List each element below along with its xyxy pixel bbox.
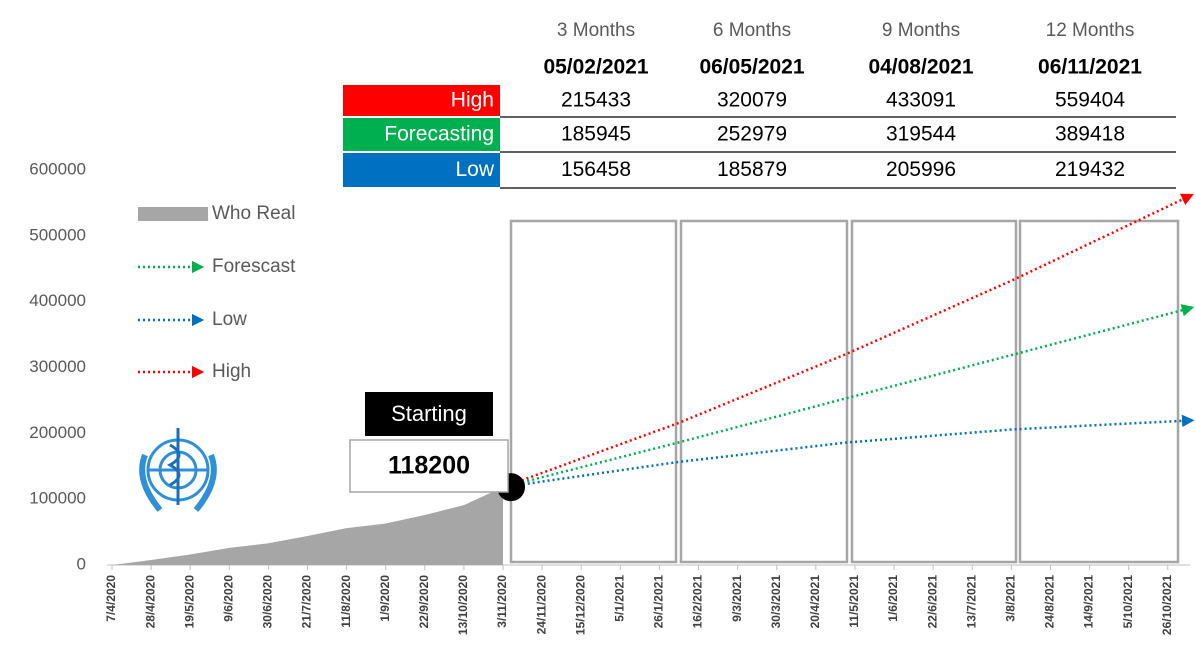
y-tick-label: 300000 [29,357,86,376]
table-cell: 219432 [1055,158,1125,181]
table-cell: 433091 [886,89,956,112]
legend-label: High [212,361,251,382]
who-logo [139,428,217,512]
legend-label: Who Real [212,203,295,224]
x-tick-label: 1/9/2020 [378,575,392,622]
table: 3 Months 05/02/2021 6 Months 06/05/2021 9 Mo… [343,20,1176,189]
x-tick-label: 24/11/2020 [534,575,548,635]
x-tick-label: 30/6/2020 [261,575,275,629]
legend-label: Forescast [212,256,296,277]
row-label-cell [343,153,500,187]
table-cell: 156458 [561,158,631,181]
x-tick-label: 9/6/2020 [221,575,235,622]
line [502,193,1194,489]
row-label-cell [343,118,500,151]
x-tick-label: 13/10/2020 [456,575,470,635]
table-cell: 319544 [886,123,956,146]
y-tick-label: 100000 [29,489,86,508]
legend-swatch [138,207,208,221]
x-tick-label: 9/3/2021 [730,575,744,622]
y-tick-label: 200000 [29,423,86,442]
table-cell: 215433 [561,89,631,112]
x-tick-label: 24/8/2021 [1043,575,1057,629]
x-tick-label: 7/4/2020 [104,575,118,622]
start-label: Starting [391,401,467,426]
x-tick-label: 22/9/2020 [417,575,431,629]
start-label-box [365,392,493,436]
period-label: 3 Months [557,20,635,41]
row-label: Low [455,158,494,181]
line [502,304,1195,489]
x-tick-label: 5/1/2021 [612,575,626,622]
table-cell: 559404 [1055,89,1125,112]
table-cell: 252979 [717,123,787,146]
y-tick-label: 400000 [29,291,86,310]
start-value: 118200 [388,452,470,480]
period-box [509,219,678,564]
x-tick-label: 11/8/2020 [339,575,353,628]
x-tick-label: 5/10/2021 [1121,575,1135,629]
area [112,487,504,565]
x-tick-label: 26/10/2021 [1160,575,1174,635]
y-tick-label: 0 [77,554,86,573]
line [502,414,1195,489]
x-tick-label: 11/5/2021 [847,575,861,628]
plot: 0 100000 200000 300000 400000 500000 600000 7/4… [29,159,1195,635]
x-tick-label: 16/2/2021 [691,575,705,629]
y-tick-label: 600000 [29,159,86,178]
period-label: 9 Months [882,20,960,41]
row-label: Forecasting [384,123,494,146]
table-cell: 320079 [717,89,787,112]
period-box [1018,219,1180,564]
legend-label: Low [212,309,247,330]
x-tick-label: 22/6/2021 [925,575,939,629]
period-date: 06/05/2021 [699,56,804,79]
table-cell: 185879 [717,158,787,181]
x-tick-label: 19/5/2020 [182,575,196,629]
x-tick-label: 13/7/2021 [964,575,978,629]
x-tick-label: 21/7/2020 [300,575,314,629]
x-tick-label: 15/12/2020 [573,575,587,635]
x-tick-label: 28/4/2020 [143,575,157,629]
x-tick-label: 3/8/2021 [1004,575,1018,622]
x-tick-label: 30/3/2021 [769,575,783,629]
x-tick-label: 20/4/2021 [808,575,822,629]
row-label-cell [343,85,500,116]
period-box [679,219,849,564]
y-tick-label: 500000 [29,225,86,244]
start-value-box [349,439,509,493]
period-date: 04/08/2021 [868,56,973,79]
table-cell: 205996 [886,158,956,181]
x-tick-label: 1/6/2021 [886,575,900,622]
table-cell: 389418 [1055,123,1125,146]
period-label: 12 Months [1046,20,1135,41]
x-tick-label: 3/11/2020 [495,575,509,628]
period-box [850,219,1018,564]
table-cell: 185945 [561,123,631,146]
row-label: High [451,89,494,112]
period-date: 06/11/2021 [1038,56,1142,79]
period-date: 05/02/2021 [543,56,648,79]
x-tick-label: 14/9/2021 [1082,575,1096,629]
x-tick-label: 26/1/2021 [652,575,666,629]
period-boxes [509,219,1180,564]
period-label: 6 Months [713,20,791,41]
